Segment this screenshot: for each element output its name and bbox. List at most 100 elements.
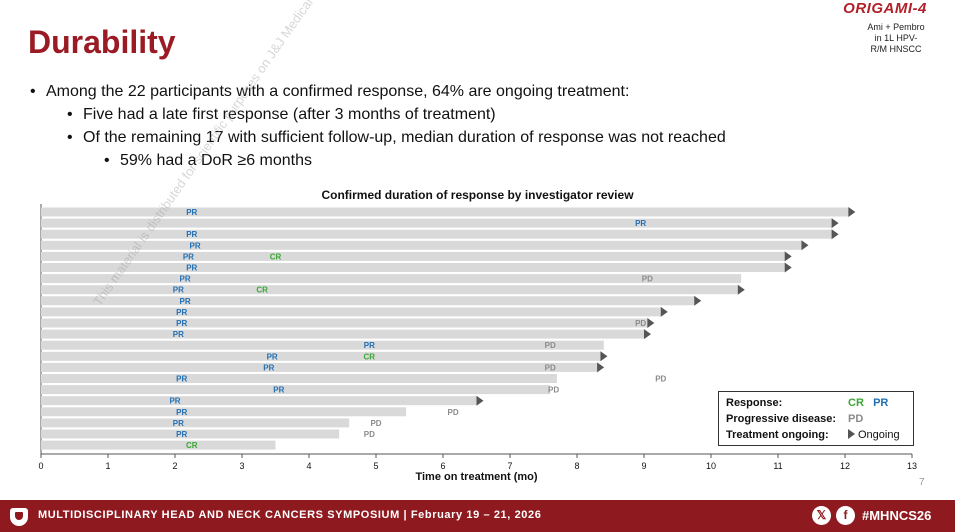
pd-marker: PD xyxy=(635,319,646,328)
patient-bar xyxy=(41,396,477,406)
legend-ongoing-value: Ongoing xyxy=(848,427,900,443)
bullet-subsub-text: 59% had a DoR ≥6 months xyxy=(120,152,312,169)
pr-marker: PR xyxy=(186,230,197,239)
footer-hashtag: #MHNCS26 xyxy=(862,508,932,523)
patient-bar xyxy=(41,285,738,295)
footer-bar: MULTIDISCIPLINARY HEAD AND NECK CANCERS … xyxy=(0,500,955,532)
legend-ongoing-row: Treatment ongoing: Ongoing xyxy=(726,427,906,443)
patient-bar xyxy=(41,418,350,428)
ongoing-arrow xyxy=(647,318,655,328)
ongoing-arrow xyxy=(660,306,668,317)
pr-marker: PR xyxy=(267,352,278,361)
patient-bar xyxy=(41,274,742,284)
pd-marker: PD xyxy=(447,408,458,417)
pr-marker: PR xyxy=(173,419,184,428)
pr-marker: PR xyxy=(190,241,201,250)
ongoing-arrow xyxy=(737,284,745,295)
bullet-list: Among the 22 participants with a confirm… xyxy=(30,80,726,172)
ongoing-arrow xyxy=(597,362,605,373)
pr-marker: PR xyxy=(179,297,190,306)
facebook-icon[interactable]: f xyxy=(836,506,855,525)
x-tick-label: 8 xyxy=(574,461,579,471)
legend-response-row: Response: CR PR xyxy=(726,395,906,411)
patient-bar xyxy=(41,263,785,272)
cr-marker: CR xyxy=(364,352,376,361)
legend-pd: PD xyxy=(848,413,864,425)
pd-marker: PD xyxy=(545,363,556,372)
page-number: 7 xyxy=(919,477,925,488)
cr-marker: CR xyxy=(270,252,282,261)
x-tick-label: 3 xyxy=(239,461,244,471)
x-tick-label: 6 xyxy=(440,461,445,471)
chart-legend: Response: CR PR Progressive disease: PD … xyxy=(718,391,914,446)
patient-bar xyxy=(41,440,276,450)
logo-text: ORIGAMI-4 xyxy=(843,0,927,17)
logo-subtitle: Ami + Pembro in 1L HPV- R/M HNSCC xyxy=(825,22,945,55)
patient-bar xyxy=(41,218,832,228)
legend-response-label: Response: xyxy=(726,397,783,409)
x-tick-label: 9 xyxy=(641,461,646,471)
logo-subtitle-line: in 1L HPV- xyxy=(874,33,918,43)
chart-title: Confirmed duration of response by invest… xyxy=(321,188,634,202)
ongoing-arrow xyxy=(848,207,856,217)
bullet-sub: Of the remaining 17 with sufficient foll… xyxy=(67,126,726,172)
bullet-sub-text: Five had a late first response (after 3 … xyxy=(83,106,496,123)
pr-marker: PR xyxy=(364,341,375,350)
pr-marker: PR xyxy=(176,408,187,417)
patient-bar xyxy=(41,362,598,372)
x-tick-label: 12 xyxy=(840,461,850,471)
patient-bar xyxy=(41,429,340,439)
legend-cr: CR xyxy=(848,397,864,409)
pd-marker: PD xyxy=(655,375,666,384)
x-tick-label: 10 xyxy=(706,461,716,471)
study-logo: ORIGAMI-4 Ami + Pembro in 1L HPV- R/M HN… xyxy=(825,0,945,55)
x-tick-label: 0 xyxy=(38,461,43,471)
pr-marker: PR xyxy=(169,397,180,406)
legend-pd-label: Progressive disease: xyxy=(726,413,837,425)
page-title: Durability xyxy=(28,24,176,60)
ongoing-arrow xyxy=(644,329,651,340)
ongoing-arrow xyxy=(831,229,839,240)
legend-ongoing-text: Ongoing xyxy=(858,429,900,441)
pr-marker: PR xyxy=(186,264,197,273)
bullet-sub: Five had a late first response (after 3 … xyxy=(67,103,726,126)
pr-marker: PR xyxy=(186,208,197,217)
pd-marker: PD xyxy=(364,430,375,439)
pd-marker: PD xyxy=(545,341,556,350)
pr-marker: PR xyxy=(183,252,194,261)
logo-subtitle-line: Ami + Pembro xyxy=(867,22,925,32)
x-tick-label: 2 xyxy=(172,461,177,471)
x-social-icon[interactable]: 𝕏 xyxy=(812,506,831,525)
patient-bar xyxy=(41,318,648,328)
pr-marker: PR xyxy=(176,319,187,328)
ongoing-arrow-icon xyxy=(848,429,855,439)
ongoing-arrow xyxy=(600,351,608,362)
bullet-sub-text: Of the remaining 17 with sufficient foll… xyxy=(83,129,726,146)
pd-marker: PD xyxy=(548,386,559,395)
ongoing-arrow xyxy=(476,395,484,406)
patient-bar xyxy=(41,229,832,239)
patient-bar xyxy=(41,407,407,417)
patient-bar xyxy=(41,385,551,395)
x-tick-label: 1 xyxy=(105,461,110,471)
footer-text: MULTIDISCIPLINARY HEAD AND NECK CANCERS … xyxy=(38,509,542,521)
ongoing-arrow xyxy=(784,262,792,273)
bullet-main-text: Among the 22 participants with a confirm… xyxy=(46,83,630,100)
pr-marker: PR xyxy=(263,363,274,372)
pr-marker: PR xyxy=(273,386,284,395)
pr-marker: PR xyxy=(173,286,184,295)
x-tick-label: 11 xyxy=(773,461,782,471)
pr-marker: PR xyxy=(176,375,187,384)
cr-marker: CR xyxy=(256,286,268,295)
shield-logo-icon xyxy=(10,508,28,526)
legend-ongoing-label: Treatment ongoing: xyxy=(726,429,829,441)
ongoing-arrow xyxy=(694,295,702,306)
legend-pd-row: Progressive disease: PD xyxy=(726,411,906,427)
pr-marker: PR xyxy=(173,330,184,339)
bullet-subsub: 59% had a DoR ≥6 months xyxy=(104,149,726,172)
patient-bar xyxy=(41,329,644,339)
legend-pr: PR xyxy=(873,397,889,409)
bullet-main: Among the 22 participants with a confirm… xyxy=(30,80,726,172)
patient-bar xyxy=(41,374,557,383)
patient-bar xyxy=(41,207,849,217)
